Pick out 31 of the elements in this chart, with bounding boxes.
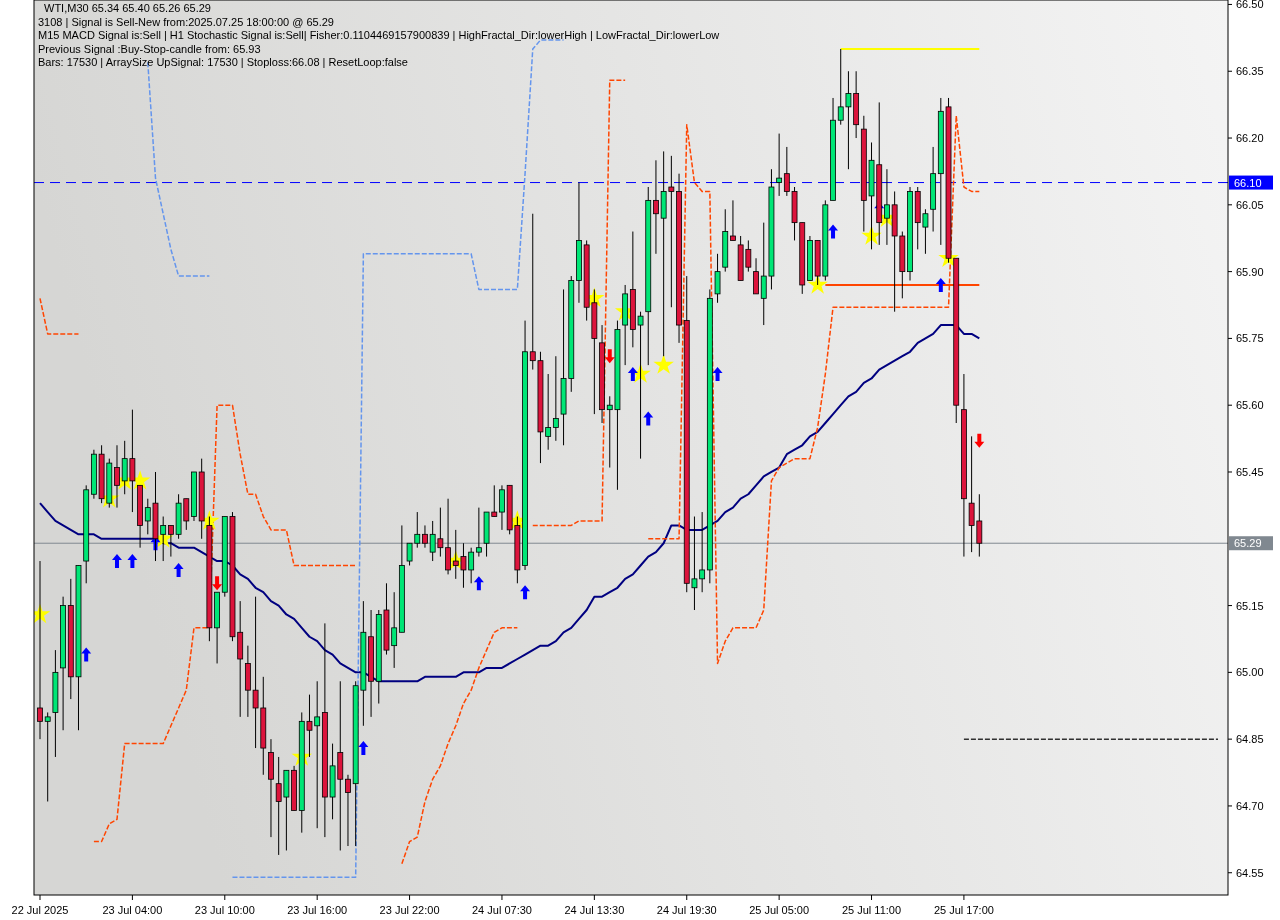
y-tick-label: 65.15 [1236,599,1264,612]
x-tick-label: 23 Jul 22:00 [379,904,440,916]
annotation: M15 MACD Signal is:Sell | H1 Stochastic Signal is:Sell| Fisher:0.1104469157900839 | HighFractal_Dir:lowerHigh | LowFractal_Dir:lowerLow [38,29,720,41]
y-tick-label: 66.35 [1236,65,1264,78]
y-tick-label: 64.70 [1236,799,1264,812]
x-tick-label: 23 Jul 16:00 [287,904,348,916]
y-tick-label: 64.85 [1236,733,1264,746]
y-tick-label: 66.05 [1236,198,1264,211]
y-tick-label: 66.50 [1236,0,1264,11]
y-tick-label: 65.60 [1236,399,1264,412]
x-tick-label: 22 Jul 2025 [11,904,69,916]
y-tick-label: 64.55 [1236,866,1264,879]
annotation: Bars: 17530 | ArraySize UpSignal: 17530 | Stoploss:66.08 | ResetLoop:false [38,56,408,68]
x-tick-label: 25 Jul 11:00 [841,904,902,916]
x-tick-label: 24 Jul 19:30 [656,904,717,916]
y-tick-label: 65.90 [1236,265,1264,278]
x-tick-label: 25 Jul 05:00 [749,904,810,916]
x-tick-label: 24 Jul 13:30 [564,904,625,916]
y-tick-label: 65.45 [1236,465,1264,478]
y-tick-label: 65.75 [1236,332,1264,345]
x-tick-label: 23 Jul 10:00 [194,904,255,916]
ref-line-label: 65.29 [1234,537,1262,550]
y-tick-label: 66.20 [1236,132,1264,145]
chart-title: WTI,M30 65.34 65.40 65.26 65.29 [44,2,211,14]
ref-line-label: 66.10 [1234,176,1262,189]
x-tick-label: 23 Jul 04:00 [102,904,163,916]
y-tick-label: 65.00 [1236,666,1264,679]
x-tick-label: 25 Jul 17:00 [933,904,994,916]
x-tick-label: 24 Jul 07:30 [471,904,532,916]
annotation: Previous Signal :Buy-Stop-candle from: 65.93 [38,42,261,55]
annotation: 3108 | Signal is Sell-New from:2025.07.25 18:00:00 @ 65.29 [38,15,334,28]
